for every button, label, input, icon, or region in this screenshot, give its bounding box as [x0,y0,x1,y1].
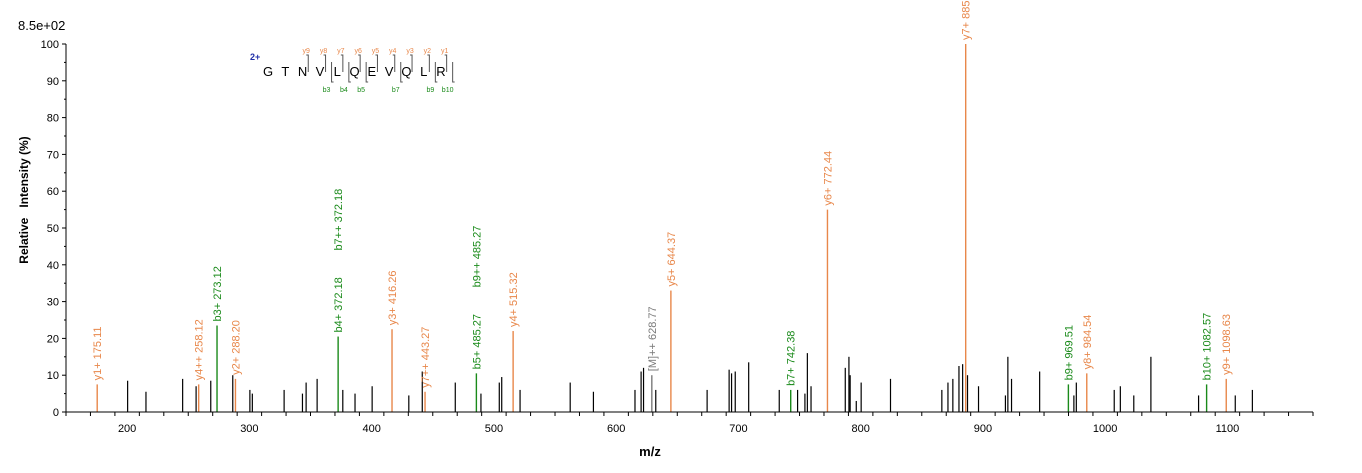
peak-label-y-ion: y4++ 258.12 [194,319,206,380]
peak-label-y-ion: y2+ 288.20 [230,320,242,375]
b-ion-bracket [365,62,369,83]
peak-label-b-ion: b9++ 485.27 [471,226,483,288]
x-axis-label: m/z [639,444,661,459]
x-tick-label: 800 [851,423,869,435]
x-tick-label: 400 [362,423,380,435]
peptide-residue: N [298,64,307,79]
peptide-residue: T [281,64,289,79]
peak-label-precursor-ion: [M]++ 628.77 [647,306,659,371]
y-axis-label: Relative Intensity (%) [17,136,31,263]
peak-label-y-ion: y4+ 515.32 [508,272,520,327]
y-ion-marker-label: y4 [389,48,397,55]
y-tick-label: 0 [53,407,59,419]
y-tick-label: 20 [47,333,59,345]
peak-label-y-ion: y7+ 885.51 [961,0,973,40]
y-ion-bracket [444,54,448,72]
peptide-residue: Q [349,64,359,79]
peak-label-y-ion: y9+ 1098.63 [1221,314,1233,375]
x-tick-label: 900 [974,423,992,435]
b-ion-marker-label: b4 [340,87,348,94]
peptide-residue: R [436,64,445,79]
y-ion-marker-label: y6 [354,48,362,55]
y-tick-label: 30 [47,297,59,309]
peak-label-y-ion: y6+ 772.44 [822,151,834,206]
y-ion-marker-label: y3 [406,48,414,55]
y-ion-marker-label: y2 [424,48,432,55]
y-ion-bracket [323,54,327,72]
x-tick-label: 200 [118,423,136,435]
y-ion-bracket [375,54,378,72]
b-ion-marker-label: b3 [323,87,331,94]
b-ion-bracket [331,62,334,83]
peak-label-b-ion: b10+ 1082.57 [1202,313,1214,381]
peak-label-b-ion: b4+ 372.18 [333,277,345,332]
y-tick-label: 90 [47,76,59,88]
peak-label-y-ion: y7++ 443.27 [420,327,432,388]
x-tick-label: 700 [729,423,747,435]
b-ion-bracket [452,62,455,83]
precursor-charge-label: 2+ [250,52,260,62]
annotated-peaks [96,44,1227,412]
peak-label-b-ion: b3+ 273.12 [212,266,224,321]
y-tick-label: 70 [47,149,59,161]
peptide-residue: V [385,64,394,79]
peak-label-b-ion: b9+ 969.51 [1063,325,1075,380]
intensity-scale-label: 8.5e+02 [18,18,65,33]
y-ion-marker-label: y8 [320,48,328,55]
peak-labels: y1+ 175.11 y4++ 258.12 b3+ 273.12 y2+ 288.2… [92,0,1233,388]
peak-label-y-ion: y1+ 175.11 [92,326,104,380]
y-ion-marker-label: y9 [303,48,311,55]
y-ion-marker-label: y1 [441,48,449,55]
peak-label-y-ion: y3+ 416.26 [387,270,399,325]
y-ion-bracket [340,54,344,72]
peak-label-b-ion: b5+ 485.27 [471,314,483,369]
x-tick-label: 1100 [1216,423,1240,435]
y-ion-bracket [306,54,309,72]
y-tick-label: 10 [47,370,59,382]
unannotated-peaks [127,353,1253,412]
peptide-residue: L [420,64,427,79]
b-ion-marker-label: b9 [426,87,434,94]
y-tick-label: 80 [47,113,59,125]
y-ion-bracket [392,54,396,72]
x-tick-label: 500 [485,423,503,435]
b-ion-bracket [434,62,438,83]
y-tick-label: 40 [47,260,59,272]
x-axis-ticks: 200 300 400 500 600 700 800 900 1000 1100 [65,412,1314,435]
y-tick-label: 60 [47,186,59,198]
b-ion-bracket [400,62,403,83]
peptide-residue: V [316,64,325,79]
y-ion-bracket [427,54,430,72]
peptide-residue: G [263,64,273,79]
y-tick-label: 100 [41,39,59,51]
b-ion-marker-label: b10 [442,87,454,94]
y-ion-bracket [358,54,361,72]
y-ion-marker-label: y7 [337,48,345,55]
y-ion-bracket [410,54,413,72]
x-tick-label: 300 [240,423,258,435]
x-tick-label: 1000 [1093,423,1117,435]
y-tick-label: 50 [47,223,59,235]
peak-label-b-ion: b7+ 742.38 [786,331,798,386]
y-ion-marker-label: y5 [372,48,380,55]
peptide-residue: E [367,64,376,79]
b-ion-marker-label: b5 [357,87,365,94]
peak-label-y-ion: y8+ 984.54 [1082,315,1094,370]
peak-label-y-ion: y5+ 644.37 [666,232,678,287]
y-axis-ticks: 0 10 20 30 40 50 60 70 80 90 100 [41,39,66,419]
peptide-residue: L [334,64,341,79]
x-tick-label: 600 [607,423,625,435]
b-ion-marker-label: b7 [392,87,400,94]
peptide-residue: Q [401,64,411,79]
peak-label-b-ion: b7++ 372.18 [333,189,345,251]
b-ion-bracket [348,62,351,83]
